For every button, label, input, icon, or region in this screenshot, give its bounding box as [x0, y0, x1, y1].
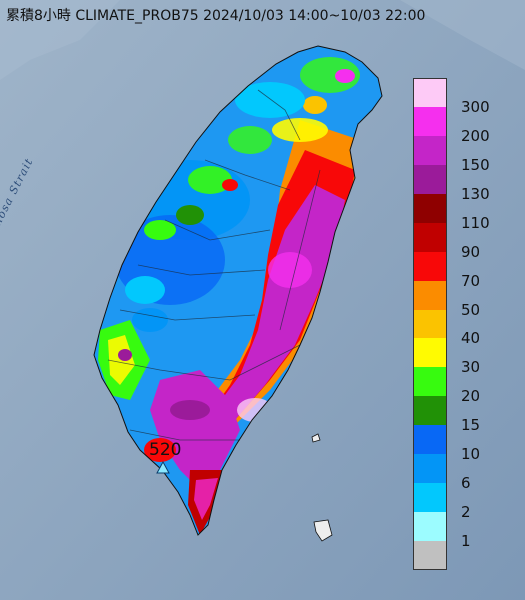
legend-swatch — [413, 454, 447, 484]
rainfall-legend: 300 200 150 130 110 90 70 50 40 30 20 15 10 6 2 1 — [413, 78, 509, 571]
legend-swatch — [413, 193, 447, 224]
legend-label: 130 — [461, 184, 490, 203]
coast-shading — [0, 0, 120, 80]
legend-swatch — [413, 222, 447, 253]
legend-label: 50 — [461, 300, 481, 319]
county-borders — [107, 89, 321, 441]
legend-label: 10 — [461, 445, 481, 464]
legend-label: 200 — [461, 126, 490, 145]
island-orchid-island — [313, 519, 333, 542]
legend-swatch — [413, 367, 447, 397]
legend-swatch — [413, 135, 447, 166]
peak-marker-icon — [156, 460, 170, 474]
legend-swatch — [413, 280, 447, 311]
legend-label: 15 — [461, 416, 481, 435]
legend-label: 1 — [461, 532, 471, 551]
legend-label: 300 — [461, 97, 490, 116]
peak-value-label: 520 — [149, 440, 182, 460]
legend-label: 2 — [461, 503, 471, 522]
rainfall-fields — [98, 57, 360, 535]
legend-swatch — [413, 425, 447, 455]
legend-swatch — [413, 78, 447, 108]
legend-swatch — [413, 164, 447, 195]
coast-shading — [400, 0, 525, 70]
legend-label: 20 — [461, 387, 481, 406]
legend-label: 150 — [461, 155, 490, 174]
legend-label: 6 — [461, 474, 471, 493]
legend-swatch — [413, 396, 447, 426]
legend-swatch — [413, 309, 447, 339]
legend-swatch — [413, 338, 447, 368]
legend-swatch — [413, 106, 447, 137]
legend-label: 110 — [461, 213, 490, 232]
island-green-island — [311, 433, 321, 443]
coastline — [93, 45, 383, 536]
map-title: 累積8小時 CLIMATE_PROB75 2024/10/03 14:00~10… — [6, 8, 426, 24]
legend-swatch — [413, 483, 447, 513]
legend-label: 30 — [461, 358, 481, 377]
legend-swatch — [413, 251, 447, 282]
legend-label: 90 — [461, 242, 481, 261]
legend-swatch — [413, 512, 447, 542]
legend-label: 70 — [461, 271, 481, 290]
legend-swatch — [413, 541, 447, 571]
legend-label: 40 — [461, 329, 481, 348]
